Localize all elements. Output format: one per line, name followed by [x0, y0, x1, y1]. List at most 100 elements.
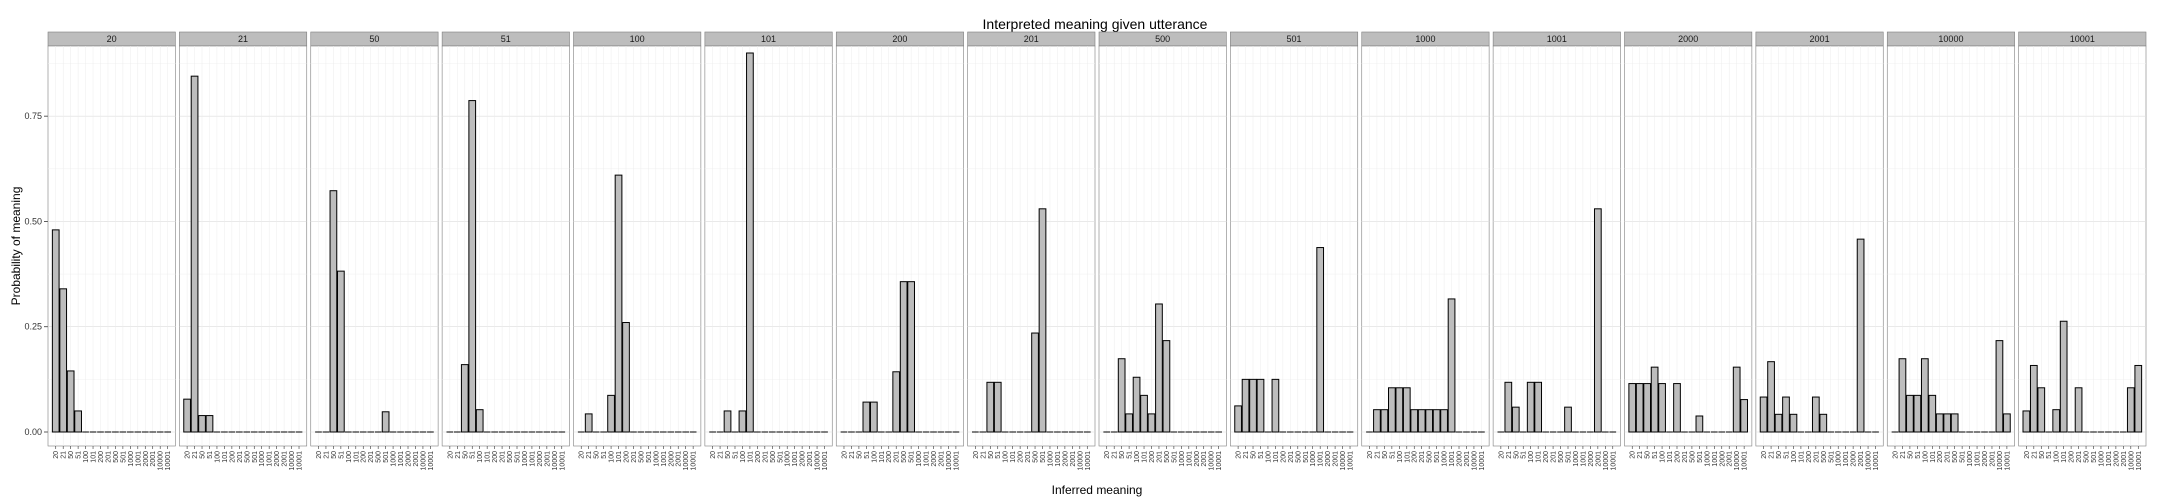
- x-tick-label: 10001: [1348, 451, 1355, 471]
- bar-10001: [1740, 399, 1749, 433]
- x-tick-label: 10001: [1085, 451, 1092, 471]
- bar-501: [1695, 415, 1704, 433]
- x-tick-label: 500: [770, 451, 777, 463]
- bar-101: [1928, 394, 1937, 433]
- bar-50: [460, 364, 469, 433]
- x-tick-label: 2000: [1457, 451, 1464, 467]
- x-tick-label: 10001: [2004, 451, 2011, 471]
- x-tick-label: 10000: [1997, 451, 2004, 471]
- facet-strip-label: 501: [1287, 34, 1302, 44]
- x-tick-label: 200: [229, 451, 236, 463]
- bar-21: [1635, 383, 1644, 433]
- x-tick-label: 201: [500, 451, 507, 463]
- bar-100: [475, 409, 484, 433]
- facet-strip-label: 201: [1024, 34, 1039, 44]
- x-tick-label: 21: [1374, 451, 1381, 459]
- x-tick-label: 2001: [1858, 451, 1865, 467]
- x-tick-label: 1000: [2098, 451, 2105, 467]
- facet-strip-label: 20: [107, 34, 117, 44]
- x-tick-label: 1001: [1055, 451, 1062, 467]
- x-tick-label: 100: [1397, 451, 1404, 463]
- x-tick-label: 501: [120, 451, 127, 463]
- x-tick-label: 501: [1697, 451, 1704, 463]
- bar-21: [1767, 361, 1775, 433]
- bar-201: [1417, 409, 1426, 433]
- x-tick-label: 100: [83, 451, 90, 463]
- x-tick-label: 10001: [165, 451, 172, 471]
- bar-51: [1388, 387, 1396, 433]
- x-tick-label: 200: [98, 451, 105, 463]
- x-tick-label: 20: [1104, 451, 1111, 459]
- bar-20: [2022, 410, 2031, 433]
- x-tick-label: 10000: [552, 451, 559, 471]
- x-tick-label: 200: [886, 451, 893, 463]
- bar-51: [1256, 378, 1265, 433]
- x-tick-label: 101: [353, 451, 360, 463]
- x-tick-label: 1000: [259, 451, 266, 467]
- x-tick-label: 50: [1907, 451, 1914, 459]
- x-tick-label: 51: [2046, 451, 2053, 459]
- bar-50: [1117, 358, 1126, 433]
- x-tick-label: 10000: [1866, 451, 1873, 471]
- x-tick-label: 50: [725, 451, 732, 459]
- x-tick-label: 500: [1033, 451, 1040, 463]
- panel-background: [1361, 45, 1490, 447]
- bar-501: [1564, 406, 1572, 433]
- x-tick-label: 101: [879, 451, 886, 463]
- bar-100: [2052, 409, 2061, 433]
- bar-100: [869, 401, 878, 433]
- x-tick-label: 1000: [1047, 451, 1054, 467]
- bar-200: [622, 322, 630, 433]
- facet-strip-label: 101: [761, 34, 776, 44]
- bar-50: [198, 415, 206, 433]
- bar-50: [1906, 394, 1914, 433]
- x-tick-label: 21: [323, 451, 330, 459]
- bar-51: [1125, 413, 1133, 433]
- x-tick-label: 51: [470, 451, 477, 459]
- x-tick-label: 2001: [676, 451, 683, 467]
- x-tick-label: 10000: [1603, 451, 1610, 471]
- x-tick-label: 200: [361, 451, 368, 463]
- x-tick-label: 2001: [1464, 451, 1471, 467]
- x-tick-label: 10000: [289, 451, 296, 471]
- x-tick-label: 501: [1566, 451, 1573, 463]
- x-tick-label: 10000: [2128, 451, 2135, 471]
- x-tick-label: 101: [1142, 451, 1149, 463]
- x-tick-label: 20: [579, 451, 586, 459]
- bar-101: [1271, 378, 1280, 433]
- x-tick-label: 21: [1243, 451, 1250, 459]
- x-tick-label: 10001: [428, 451, 435, 471]
- bar-21: [1373, 409, 1381, 433]
- x-tick-label: 21: [1900, 451, 1907, 459]
- x-tick-label: 2000: [1982, 451, 1989, 467]
- bar-51: [205, 415, 214, 433]
- bar-21: [1898, 358, 1907, 433]
- panel-background: [573, 45, 702, 447]
- x-tick-label: 100: [1660, 451, 1667, 463]
- x-tick-label: 501: [383, 451, 390, 463]
- x-tick-label: 2001: [1201, 451, 1208, 467]
- bar-51: [862, 401, 871, 433]
- x-tick-label: 2001: [1989, 451, 1996, 467]
- x-tick-label: 501: [1960, 451, 1967, 463]
- x-tick-label: 501: [252, 451, 259, 463]
- bar-51: [1650, 366, 1659, 433]
- x-tick-label: 21: [2031, 451, 2038, 459]
- x-tick-label: 10001: [1742, 451, 1749, 471]
- bar-201: [1811, 396, 1820, 433]
- bar-100: [738, 410, 747, 433]
- bar-101: [746, 52, 754, 433]
- x-tick-label: 500: [1427, 451, 1434, 463]
- x-tick-label: 20: [710, 451, 717, 459]
- x-tick-label: 200: [1543, 451, 1550, 463]
- x-tick-label: 200: [1149, 451, 1156, 463]
- x-tick-label: 500: [1558, 451, 1565, 463]
- x-tick-label: 500: [1295, 451, 1302, 463]
- x-tick-label: 10000: [815, 451, 822, 471]
- bar-1001: [1447, 298, 1456, 433]
